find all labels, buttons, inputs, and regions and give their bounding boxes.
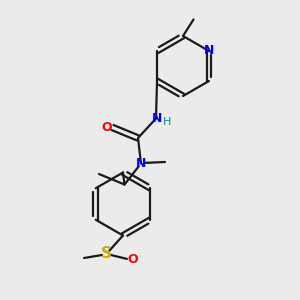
- Text: N: N: [152, 112, 163, 125]
- Text: N: N: [204, 44, 214, 58]
- Text: O: O: [128, 253, 138, 266]
- Text: S: S: [101, 246, 112, 261]
- Text: H: H: [163, 117, 172, 127]
- Text: O: O: [102, 121, 112, 134]
- Text: N: N: [136, 157, 146, 170]
